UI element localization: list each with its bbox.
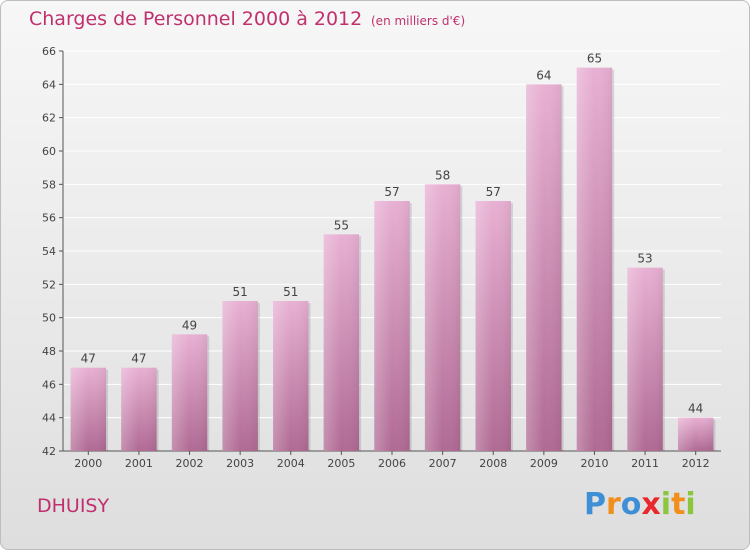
y-tick-label: 66 [42, 45, 56, 58]
bar-highlight [627, 267, 663, 451]
data-label: 57 [486, 185, 501, 199]
x-tick-label: 2004 [277, 457, 305, 470]
bar-highlight [171, 334, 208, 451]
y-tick-label: 48 [42, 345, 56, 358]
bar-highlight [222, 301, 258, 451]
y-tick-label: 62 [42, 112, 56, 125]
x-tick-label: 2008 [479, 457, 507, 470]
data-label: 47 [131, 352, 146, 366]
x-tick-label: 2011 [631, 457, 659, 470]
y-tick-label: 54 [42, 245, 56, 258]
y-tick-label: 42 [42, 445, 56, 458]
x-tick-label: 2007 [429, 457, 457, 470]
bar-highlight [374, 201, 410, 451]
chart-title: Charges de Personnel 2000 à 2012 [29, 8, 363, 30]
y-tick-label: 56 [42, 212, 56, 225]
y-tick-label: 60 [42, 145, 56, 158]
logo-letter: t [671, 487, 686, 522]
bar-highlight [424, 184, 461, 452]
town-name: DHUISY [37, 495, 110, 517]
data-label: 53 [637, 252, 652, 266]
x-tick-label: 2009 [530, 457, 558, 470]
bar-highlight [70, 367, 107, 451]
y-tick-label: 46 [42, 378, 56, 391]
x-tick-label: 2003 [226, 457, 254, 470]
x-tick-label: 2012 [682, 457, 710, 470]
bar-highlight [526, 84, 562, 451]
logo-letter: i [685, 487, 696, 522]
data-label: 65 [587, 52, 602, 66]
x-tick-label: 2006 [378, 457, 406, 470]
data-label: 44 [688, 402, 703, 416]
logo-letter: r [606, 487, 621, 522]
bar-highlight [273, 301, 309, 451]
y-tick-label: 58 [42, 178, 56, 191]
x-tick-label: 2000 [74, 457, 102, 470]
bar-highlight [475, 201, 511, 451]
bar-highlight [677, 417, 714, 451]
logo-letter: i [660, 487, 672, 522]
x-tick-label: 2001 [125, 457, 153, 470]
logo-letter: x [641, 487, 661, 522]
y-tick-label: 50 [42, 312, 56, 325]
x-tick-label: 2010 [580, 457, 608, 470]
data-label: 49 [182, 318, 197, 332]
data-label: 51 [233, 285, 248, 299]
proxiti-logo[interactable]: Proxiti [584, 487, 696, 522]
x-tick-label: 2002 [176, 457, 204, 470]
chart-subtitle: (en milliers d'€) [371, 14, 466, 28]
data-label: 64 [536, 68, 551, 82]
y-tick-label: 52 [42, 278, 56, 291]
logo-letter: o [620, 487, 642, 522]
data-label: 51 [283, 285, 298, 299]
bar-highlight [323, 234, 360, 451]
data-label: 57 [384, 185, 399, 199]
bar-highlight [121, 367, 157, 451]
data-label: 55 [334, 218, 349, 232]
data-label: 58 [435, 168, 450, 182]
y-tick-label: 64 [42, 78, 56, 91]
bar-highlight [576, 67, 613, 452]
x-tick-label: 2005 [327, 457, 355, 470]
logo-letter: P [584, 487, 606, 522]
data-label: 47 [81, 352, 96, 366]
y-tick-label: 44 [42, 412, 56, 425]
